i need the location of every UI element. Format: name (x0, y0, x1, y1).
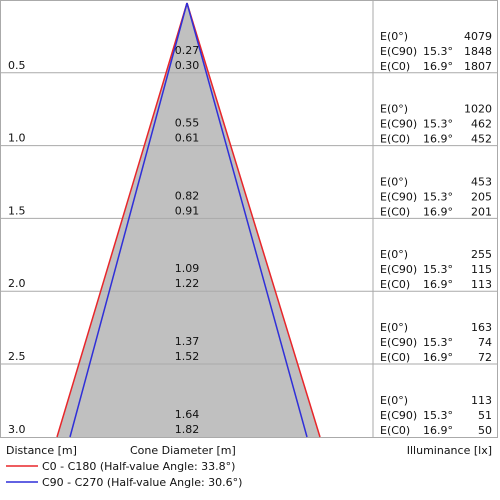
illuminance-e0-value: 163 (471, 321, 492, 334)
c0-c180-left-edge (56, 2, 188, 438)
illuminance-ec0-angle: 16.9° (423, 60, 453, 73)
cone-diameter-c90: 1.64 (175, 408, 200, 421)
illuminance-ec90-angle: 15.3° (423, 118, 453, 131)
cone-diameter-c90: 1.37 (175, 335, 200, 348)
illuminance-ec90-value: 51 (478, 409, 492, 422)
illuminance-ec90-value: 462 (471, 118, 492, 131)
illuminance-e0-value: 1020 (464, 103, 492, 116)
c90-c270-right-edge (186, 2, 308, 438)
illuminance-e0-value: 4079 (464, 30, 492, 43)
illuminance-ec0-label: E(C0) (380, 424, 410, 437)
illuminance-ec90-label: E(C90) (380, 336, 417, 349)
illuminance-ec90-label: E(C90) (380, 190, 417, 203)
illuminance-ec90-angle: 15.3° (423, 336, 453, 349)
illuminance-ec0-angle: 16.9° (423, 205, 453, 218)
cone-diameter-c0: 1.82 (175, 423, 200, 436)
distance-value: 1.0 (8, 132, 26, 145)
illuminance-e0-label: E(0°) (380, 175, 408, 188)
distance-row: 1.0 0.55 0.61 E(0°) 1020 E(C90) 15.3° 462 E(C0) 1… (8, 103, 492, 146)
distance-value: 2.5 (8, 350, 26, 363)
distance-row: 2.0 1.09 1.22 E(0°) 255 E(C90) 15.3° 115 E(C0) 16… (8, 248, 492, 291)
illuminance-e0-value: 453 (471, 175, 492, 188)
c0-c180-right-edge (186, 2, 321, 438)
cone-fill (57, 3, 320, 437)
cone-diameter-c90: 0.55 (175, 117, 200, 130)
row-separators (0, 72, 498, 365)
cone-diameter-c0: 1.22 (175, 277, 200, 290)
distance-value: 0.5 (8, 59, 26, 72)
distance-row: 1.5 0.82 0.91 E(0°) 453 E(C90) 15.3° 205 E(C0) 16… (8, 175, 492, 218)
distance-rows: 0.5 0.27 0.30 E(0°) 4079 E(C90) 15.3° 1848 E(C0)… (8, 30, 492, 437)
illuminance-e0-label: E(0°) (380, 103, 408, 116)
illuminance-e0-value: 113 (471, 394, 492, 407)
cone-diameter-c0: 0.91 (175, 204, 200, 217)
illuminance-ec90-value: 115 (471, 263, 492, 276)
c90-c270-left-edge (69, 2, 188, 438)
illuminance-e0-label: E(0°) (380, 30, 408, 43)
distance-value: 2.0 (8, 277, 26, 290)
cone-diameter-c0: 0.61 (175, 132, 200, 145)
distance-row: 3.0 1.64 1.82 E(0°) 113 E(C90) 15.3° 51 E(C0) 16.… (8, 394, 492, 437)
illuminance-ec90-value: 205 (471, 190, 492, 203)
illuminance-ec0-angle: 16.9° (423, 133, 453, 146)
illuminance-ec90-value: 74 (478, 336, 492, 349)
distance-row: 2.5 1.37 1.52 E(0°) 163 E(C90) 15.3° 74 E(C0) 16.… (8, 321, 492, 364)
legend-c0-label: C0 - C180 (Half-value Angle: 33.8°) (42, 460, 235, 473)
illuminance-ec90-label: E(C90) (380, 263, 417, 276)
distance-value: 1.5 (8, 204, 26, 217)
distance-value: 3.0 (8, 423, 26, 436)
illuminance-ec90-label: E(C90) (380, 45, 417, 58)
illuminance-e0-label: E(0°) (380, 321, 408, 334)
cone-diameter-c90: 1.09 (175, 262, 200, 275)
illuminance-ec0-value: 201 (471, 205, 492, 218)
illuminance-ec0-value: 72 (478, 351, 492, 364)
illuminance-ec90-angle: 15.3° (423, 409, 453, 422)
distance-header: Distance [m] (6, 444, 77, 457)
illuminance-ec0-value: 113 (471, 278, 492, 291)
cone-diameter-c0: 0.30 (175, 59, 200, 72)
illuminance-ec90-angle: 15.3° (423, 263, 453, 276)
illuminance-ec90-label: E(C90) (380, 118, 417, 131)
illuminance-ec0-label: E(C0) (380, 278, 410, 291)
illuminance-ec90-angle: 15.3° (423, 45, 453, 58)
illuminance-ec0-label: E(C0) (380, 133, 410, 146)
illuminance-ec0-label: E(C0) (380, 205, 410, 218)
illuminance-header: Illuminance [lx] (407, 444, 492, 457)
cone-diameter-c0: 1.52 (175, 350, 200, 363)
cone-diameter-c90: 0.27 (175, 44, 200, 57)
legend-c90-label: C90 - C270 (Half-value Angle: 30.6°) (42, 476, 242, 489)
cone-diameter-c90: 0.82 (175, 189, 200, 202)
illuminance-ec0-label: E(C0) (380, 351, 410, 364)
illuminance-ec90-label: E(C90) (380, 409, 417, 422)
illuminance-ec90-value: 1848 (464, 45, 492, 58)
illuminance-e0-label: E(0°) (380, 248, 408, 261)
illuminance-ec0-angle: 16.9° (423, 278, 453, 291)
illuminance-ec0-angle: 16.9° (423, 351, 453, 364)
illuminance-e0-value: 255 (471, 248, 492, 261)
illuminance-ec0-label: E(C0) (380, 60, 410, 73)
illuminance-ec0-angle: 16.9° (423, 424, 453, 437)
illuminance-ec90-angle: 15.3° (423, 190, 453, 203)
diagram-frame (0, 0, 498, 438)
cone-diameter-header: Cone Diameter [m] (130, 444, 236, 457)
illuminance-ec0-value: 452 (471, 133, 492, 146)
distance-row: 0.5 0.27 0.30 E(0°) 4079 E(C90) 15.3° 1848 E(C0)… (8, 30, 492, 73)
illuminance-ec0-value: 50 (478, 424, 492, 437)
illuminance-e0-label: E(0°) (380, 394, 408, 407)
illuminance-ec0-value: 1807 (464, 60, 492, 73)
